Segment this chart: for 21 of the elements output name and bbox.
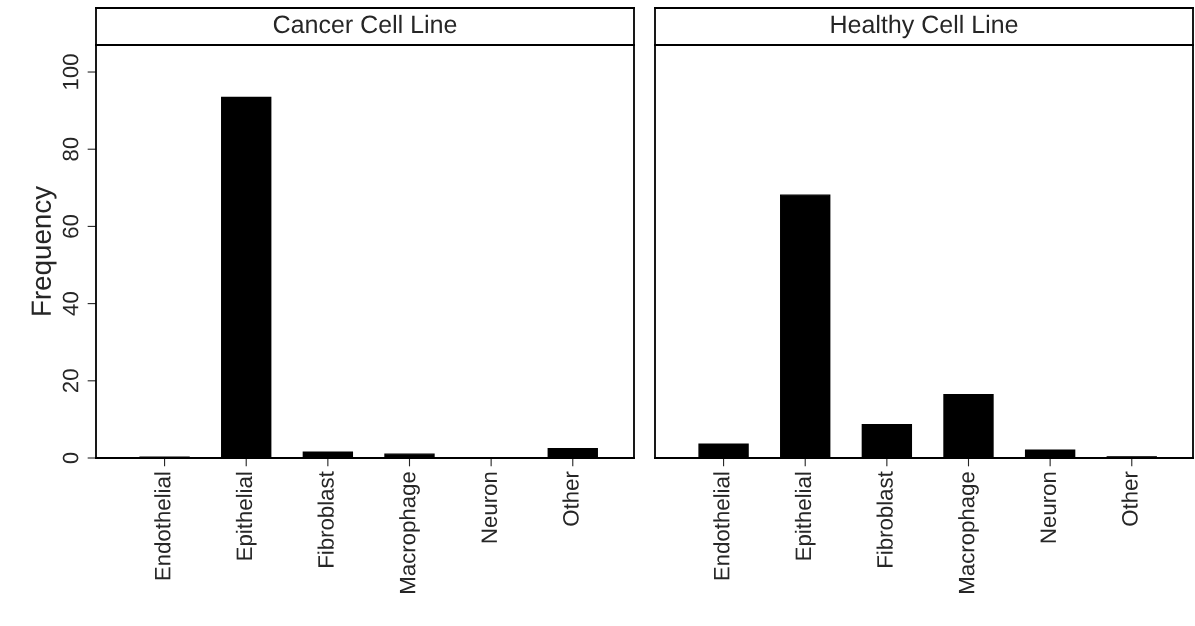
y-tick-label: 100 [62, 54, 79, 89]
y-tick-label: 80 [62, 137, 79, 161]
chart-title: Healthy Cell Line [831, 14, 1018, 39]
x-tick-label: Fibroblast [876, 471, 893, 567]
x-tick-label: Other [562, 471, 579, 526]
x-tick-label: Neuron [1040, 472, 1057, 543]
x-tick-label: Epithelial [235, 472, 257, 560]
x-tick-label: Macrophage [958, 472, 979, 593]
x-tick-label: Neuron [481, 472, 498, 543]
chart-title: Cancer Cell Line [273, 14, 457, 34]
y-tick-label: 60 [62, 214, 79, 238]
y-tick-label: 0 [62, 452, 79, 464]
x-tick-label: Endothelial [154, 472, 171, 580]
x-tick-label: Fibroblast [317, 471, 334, 567]
y-tick-label: 40 [62, 292, 79, 316]
x-tick-label: Other [1121, 471, 1138, 526]
x-tick-label: Epithelial [794, 472, 816, 560]
y-axis-title: Frequency [31, 185, 57, 315]
y-tick-label: 20 [62, 369, 79, 393]
x-tick-label: Endothelial [713, 472, 730, 580]
x-tick-label: Macrophage [399, 472, 420, 593]
